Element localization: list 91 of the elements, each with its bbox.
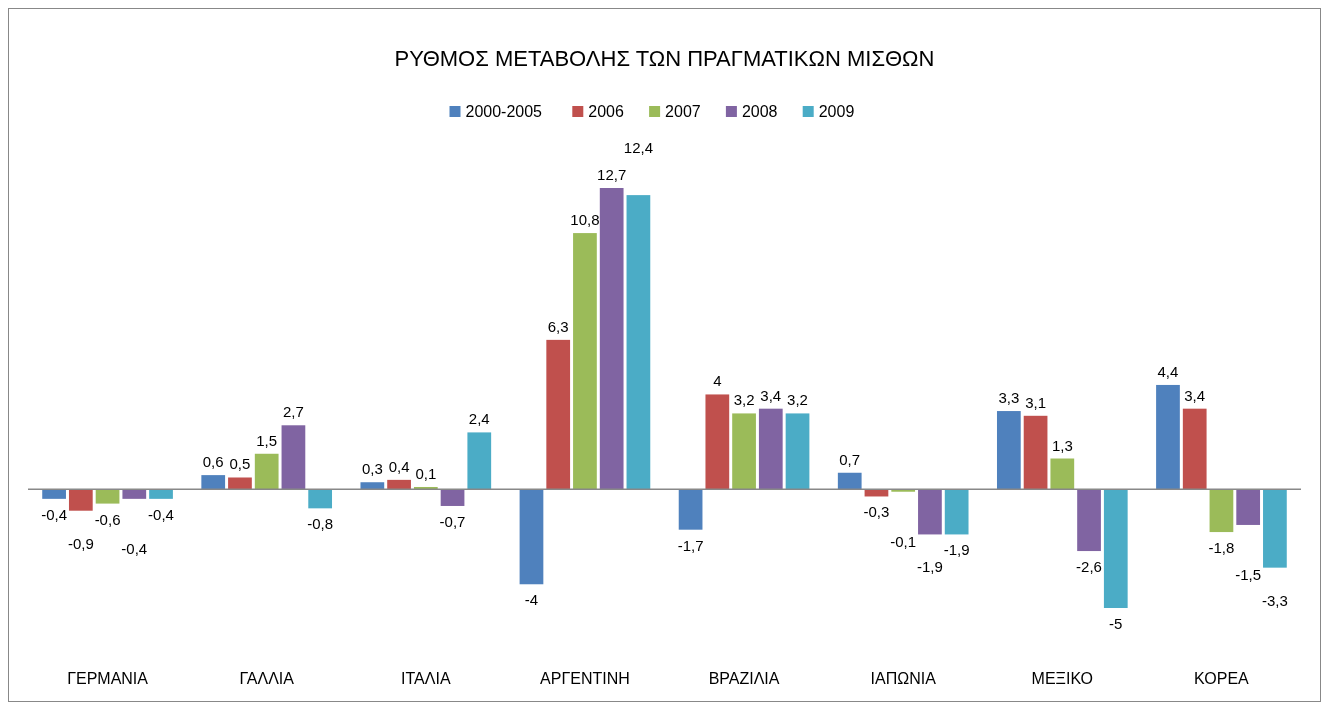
data-label: -2,6	[1076, 558, 1102, 576]
bar	[1156, 384, 1180, 490]
legend-label: 2006	[588, 103, 624, 120]
data-label: 12,7	[597, 166, 627, 183]
data-label: 0,1	[415, 464, 437, 482]
data-label: 3,4	[760, 386, 782, 404]
bar	[785, 413, 810, 490]
bar	[1050, 458, 1075, 490]
bar	[95, 489, 120, 504]
data-label: -0,7	[439, 512, 466, 530]
data-label: 10,8	[570, 211, 600, 229]
data-label: -0,9	[67, 534, 94, 552]
x-tick-label: ΙΑΠΩΝΙΑ	[870, 670, 937, 687]
bar	[1236, 489, 1261, 525]
legend-label: 2007	[665, 103, 701, 120]
data-label: 1,5	[256, 431, 278, 449]
data-label: -0,3	[863, 503, 890, 521]
bar	[1103, 489, 1128, 608]
bar	[573, 233, 597, 490]
bar	[1182, 408, 1207, 490]
data-label: 2,7	[282, 403, 304, 421]
data-label: -0,1	[890, 532, 917, 550]
data-label: 0,5	[229, 455, 251, 473]
chart-title: ΡΥΘΜΟΣ ΜΕΤΑΒΟΛΗΣ ΤΩΝ ΠΡΑΓΜΑΤΙΚΩΝ ΜΙΣΘΩΝ	[394, 46, 935, 71]
data-label: 4,4	[1157, 362, 1179, 380]
bar	[1263, 489, 1287, 568]
bar	[837, 472, 862, 490]
data-label: 6,3	[547, 317, 569, 335]
data-label: 3,2	[787, 391, 808, 409]
data-label: -0,6	[94, 510, 121, 528]
data-label: -5	[1109, 615, 1123, 632]
data-label: -1,7	[677, 536, 704, 554]
data-label: 2,4	[468, 410, 490, 428]
data-label: 3,1	[1025, 393, 1047, 411]
bar	[42, 489, 66, 499]
data-label: -1,8	[1208, 539, 1235, 557]
bar	[122, 489, 147, 499]
bar	[599, 188, 624, 490]
data-label: 0,7	[839, 450, 861, 468]
x-tick-label: ΑΡΓΕΝΤΙΝΗ	[540, 670, 630, 687]
bar	[228, 477, 252, 490]
bar	[149, 489, 173, 499]
x-tick-label: ΙΤΑΛΙΑ	[401, 670, 451, 687]
data-label: -1,9	[916, 558, 943, 576]
bar	[360, 482, 385, 490]
legend-label: 2009	[818, 103, 855, 120]
x-tick-label: ΚΟΡΕΑ	[1194, 670, 1250, 687]
bar	[467, 432, 492, 490]
legend-label: 2000-2005	[465, 103, 543, 120]
data-label: -1,9	[943, 541, 970, 559]
data-label: -3,3	[1261, 591, 1288, 609]
bar	[705, 394, 730, 490]
bar	[281, 425, 306, 490]
bar	[944, 489, 969, 535]
bar	[1023, 415, 1048, 490]
bar	[626, 195, 651, 490]
data-label: 1,3	[1051, 436, 1073, 454]
x-tick-label: ΓΕΡΜΑΝΙΑ	[67, 670, 149, 687]
bar	[440, 489, 465, 506]
bar	[996, 411, 1021, 490]
bar	[732, 413, 756, 490]
data-label: -0,4	[121, 539, 148, 557]
data-label: -0,4	[148, 505, 174, 523]
data-label: 12,4	[623, 139, 654, 157]
bar	[678, 489, 703, 530]
bar	[1077, 489, 1101, 552]
data-label: -4	[524, 591, 539, 609]
bar	[918, 489, 942, 535]
bar	[254, 453, 279, 490]
x-tick-label: ΜΕΞΙΚΟ	[1031, 670, 1094, 687]
bar	[308, 489, 333, 509]
data-label: 0,3	[361, 460, 383, 478]
data-label: -0,4	[41, 505, 68, 523]
data-label: 3,2	[733, 391, 755, 409]
x-tick-label: ΒΡΑΖΙΛΙΑ	[708, 670, 780, 687]
bar	[387, 479, 411, 490]
data-label: 0,6	[202, 453, 224, 471]
bar	[758, 408, 783, 490]
bar	[519, 489, 544, 585]
legend-label: 2008	[741, 103, 778, 120]
data-label: -0,8	[307, 515, 334, 533]
bar	[1209, 489, 1234, 533]
x-tick-label: ΓΑΛΛΙΑ	[239, 670, 295, 687]
data-label: 4	[713, 372, 722, 390]
bar	[201, 475, 226, 490]
data-label: 3,3	[998, 389, 1020, 407]
bar	[68, 489, 93, 511]
bar	[546, 339, 571, 490]
data-label: 0,4	[388, 457, 410, 475]
data-label: -1,5	[1235, 565, 1262, 583]
data-label: 3,4	[1184, 386, 1206, 404]
